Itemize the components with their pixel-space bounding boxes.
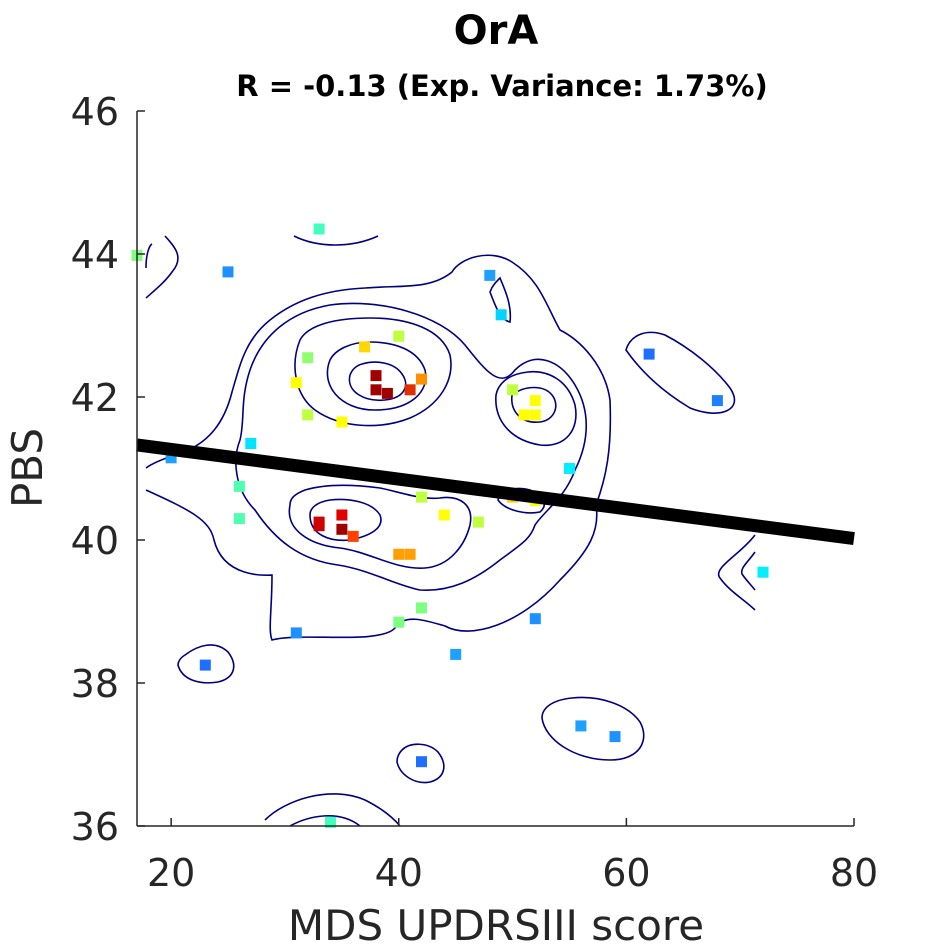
data-point-6 [711, 395, 723, 407]
data-point-4 [495, 309, 507, 321]
axis-ticks: 20 40 60 80 36 38 40 42 44 46 [71, 90, 879, 895]
data-point-12 [370, 384, 382, 396]
x-tick-label-0: 20 [147, 851, 195, 895]
data-point-19 [518, 409, 530, 421]
data-point-5 [643, 348, 655, 360]
data-point-37 [393, 548, 405, 560]
density-contours [145, 235, 756, 827]
y-tick-label-3: 42 [71, 376, 119, 420]
data-point-23 [245, 438, 257, 449]
data-point-22 [165, 452, 177, 464]
y-axis-label: PBS [3, 428, 52, 508]
data-point-2 [313, 223, 325, 235]
chart-subtitle: R = -0.13 (Exp. Variance: 1.73%) [236, 69, 767, 103]
y-tick-label-1: 38 [71, 662, 119, 706]
data-point-35 [336, 523, 348, 535]
data-point-15 [416, 373, 427, 385]
data-point-10 [290, 377, 302, 389]
x-tick-label-3: 80 [830, 851, 878, 895]
data-point-42 [290, 627, 302, 639]
regression-line-group [136, 438, 855, 546]
data-point-18 [507, 384, 519, 396]
x-axis-label: MDS UPDRSIII score [288, 901, 704, 945]
y-tick-label-4: 44 [71, 233, 119, 277]
data-point-9 [393, 330, 405, 342]
data-point-29 [472, 516, 484, 528]
data-point-47 [609, 731, 621, 743]
data-point-38 [404, 548, 416, 560]
data-point-33 [313, 520, 325, 532]
data-point-20 [529, 409, 541, 421]
data-point-28 [438, 509, 450, 521]
data-point-43 [529, 613, 541, 625]
regression-line [136, 438, 855, 546]
y-tick-label-5: 46 [71, 90, 119, 134]
y-tick-label-2: 40 [71, 519, 119, 563]
data-point-17 [336, 416, 348, 428]
data-point-44 [450, 648, 462, 660]
x-tick-label-2: 60 [602, 851, 650, 895]
data-point-39 [757, 566, 769, 578]
x-tick-label-1: 40 [375, 851, 423, 895]
data-point-7 [302, 352, 314, 364]
data-point-40 [416, 602, 427, 614]
axes [136, 111, 854, 827]
data-point-46 [575, 720, 587, 732]
data-point-26 [233, 513, 245, 525]
data-point-27 [416, 491, 427, 503]
data-point-36 [347, 530, 359, 542]
data-point-14 [404, 384, 416, 396]
data-point-21 [529, 395, 541, 407]
data-point-34 [336, 509, 348, 521]
data-point-24 [564, 463, 575, 474]
data-point-48 [416, 756, 427, 768]
chart-title: OrA [454, 8, 539, 54]
data-point-25 [233, 480, 245, 492]
y-tick-label-0: 36 [71, 805, 119, 849]
data-point-3 [484, 269, 496, 281]
data-point-11 [370, 370, 382, 382]
scatter-points [131, 223, 769, 828]
data-point-13 [381, 387, 393, 399]
data-point-8 [359, 341, 371, 353]
data-point-49 [325, 816, 336, 828]
data-point-16 [302, 409, 314, 421]
data-point-45 [199, 659, 211, 671]
data-point-41 [393, 616, 405, 628]
data-point-1 [222, 266, 234, 278]
